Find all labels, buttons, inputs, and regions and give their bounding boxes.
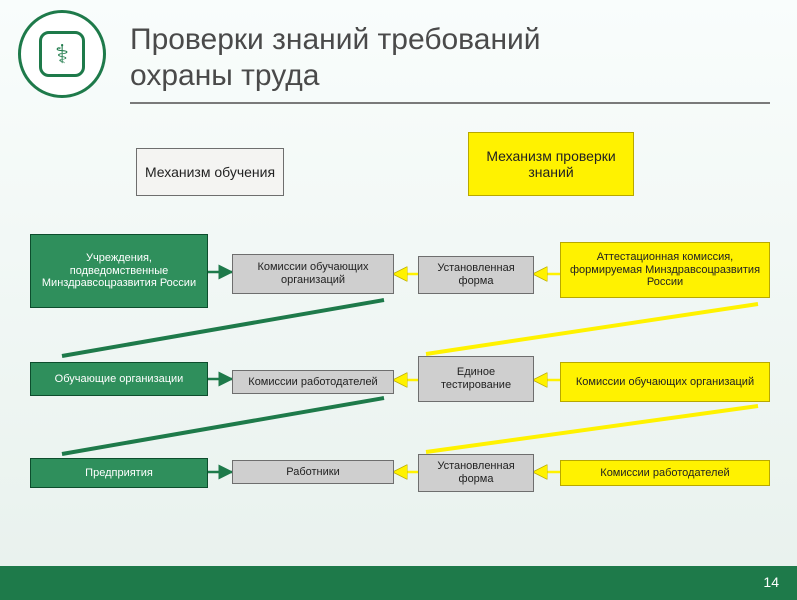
page-number: 14: [763, 574, 779, 590]
box-ust_forma2: Установленная форма: [418, 454, 534, 492]
diagram-canvas: Механизм обучения Механизм проверки знани…: [0, 0, 797, 600]
box-kom_rabotod_y: Комиссии работодателей: [560, 460, 770, 486]
box-attest_kom: Аттестационная комиссия, формируемая Мин…: [560, 242, 770, 298]
box-mech_obuch: Механизм обучения: [136, 148, 284, 196]
box-ust_forma1: Установленная форма: [418, 256, 534, 294]
footer-bar: [0, 566, 797, 600]
box-obuch_org: Обучающие организации: [30, 362, 208, 396]
box-predpr: Предприятия: [30, 458, 208, 488]
box-kom_rabotod_c: Комиссии работодателей: [232, 370, 394, 394]
box-mech_prov: Механизм проверки знаний: [468, 132, 634, 196]
box-ed_test: Единое тестирование: [418, 356, 534, 402]
box-kom_obuch_org_y: Комиссии обучающих организаций: [560, 362, 770, 402]
box-kom_obuch_org_c: Комиссии обучающих организаций: [232, 254, 394, 294]
box-inst_minzdrav: Учреждения, подведомственные Минздравсоц…: [30, 234, 208, 308]
box-rabotniki: Работники: [232, 460, 394, 484]
